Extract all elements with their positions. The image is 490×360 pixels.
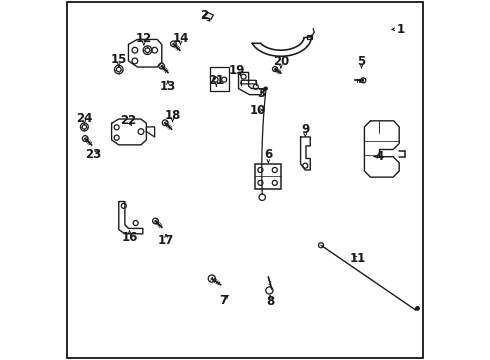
Bar xyxy=(255,163,280,189)
Polygon shape xyxy=(203,12,214,19)
Text: 6: 6 xyxy=(264,148,272,161)
Polygon shape xyxy=(241,80,256,84)
Text: 5: 5 xyxy=(357,55,366,68)
Text: 24: 24 xyxy=(76,112,93,125)
Text: 16: 16 xyxy=(122,231,138,244)
Circle shape xyxy=(416,307,419,310)
Text: 12: 12 xyxy=(136,32,152,45)
Text: 19: 19 xyxy=(229,64,245,77)
Text: 23: 23 xyxy=(86,148,102,161)
Text: 9: 9 xyxy=(301,123,309,136)
Text: 21: 21 xyxy=(208,74,224,87)
Text: 13: 13 xyxy=(160,80,176,93)
Text: 4: 4 xyxy=(375,150,384,163)
Bar xyxy=(210,67,228,91)
Text: 20: 20 xyxy=(273,55,289,68)
Text: 10: 10 xyxy=(249,104,266,117)
Text: 22: 22 xyxy=(121,114,137,127)
Text: 8: 8 xyxy=(266,296,274,309)
Text: 15: 15 xyxy=(111,53,127,66)
Circle shape xyxy=(265,87,267,90)
Polygon shape xyxy=(307,35,313,40)
Text: 18: 18 xyxy=(164,109,181,122)
Text: 11: 11 xyxy=(350,252,366,265)
Text: 3: 3 xyxy=(257,87,265,100)
Text: 17: 17 xyxy=(158,234,174,247)
Text: 14: 14 xyxy=(172,32,189,45)
Text: 1: 1 xyxy=(397,23,405,36)
Text: 2: 2 xyxy=(200,9,208,22)
Text: 7: 7 xyxy=(220,294,227,307)
